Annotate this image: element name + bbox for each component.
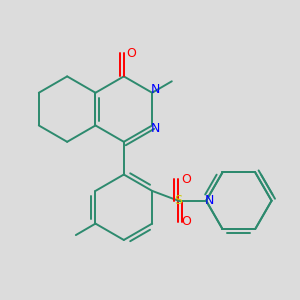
Text: N: N — [151, 122, 160, 135]
Text: S: S — [174, 194, 182, 207]
Text: O: O — [182, 173, 191, 186]
Text: O: O — [126, 47, 136, 60]
Text: N: N — [151, 83, 160, 96]
Text: N: N — [205, 194, 214, 207]
Text: O: O — [182, 215, 191, 229]
